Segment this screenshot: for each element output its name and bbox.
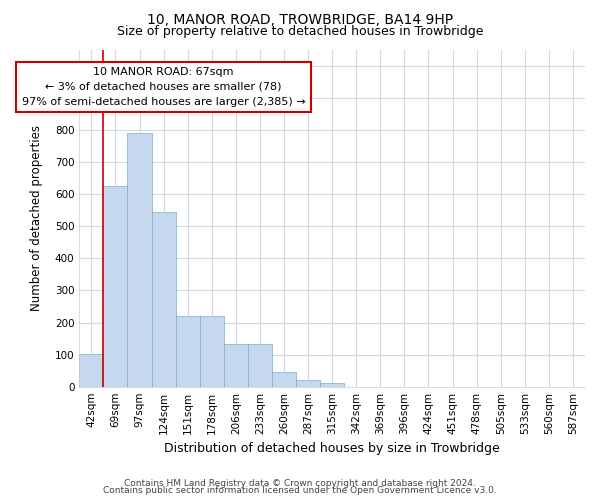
- Bar: [224, 344, 248, 387]
- Bar: [152, 212, 176, 386]
- Bar: [248, 344, 272, 387]
- X-axis label: Distribution of detached houses by size in Trowbridge: Distribution of detached houses by size …: [164, 442, 500, 455]
- Bar: [79, 354, 103, 386]
- Text: 10 MANOR ROAD: 67sqm
← 3% of detached houses are smaller (78)
97% of semi-detach: 10 MANOR ROAD: 67sqm ← 3% of detached ho…: [22, 67, 305, 106]
- Text: 10, MANOR ROAD, TROWBRIDGE, BA14 9HP: 10, MANOR ROAD, TROWBRIDGE, BA14 9HP: [147, 12, 453, 26]
- Bar: [320, 384, 344, 386]
- Y-axis label: Number of detached properties: Number of detached properties: [30, 126, 43, 312]
- Text: Contains HM Land Registry data © Crown copyright and database right 2024.: Contains HM Land Registry data © Crown c…: [124, 478, 476, 488]
- Bar: [200, 316, 224, 386]
- Bar: [103, 186, 127, 386]
- Bar: [127, 134, 152, 386]
- Bar: [296, 380, 320, 386]
- Text: Contains public sector information licensed under the Open Government Licence v3: Contains public sector information licen…: [103, 486, 497, 495]
- Bar: [272, 372, 296, 386]
- Text: Size of property relative to detached houses in Trowbridge: Size of property relative to detached ho…: [117, 25, 483, 38]
- Bar: [176, 316, 200, 386]
